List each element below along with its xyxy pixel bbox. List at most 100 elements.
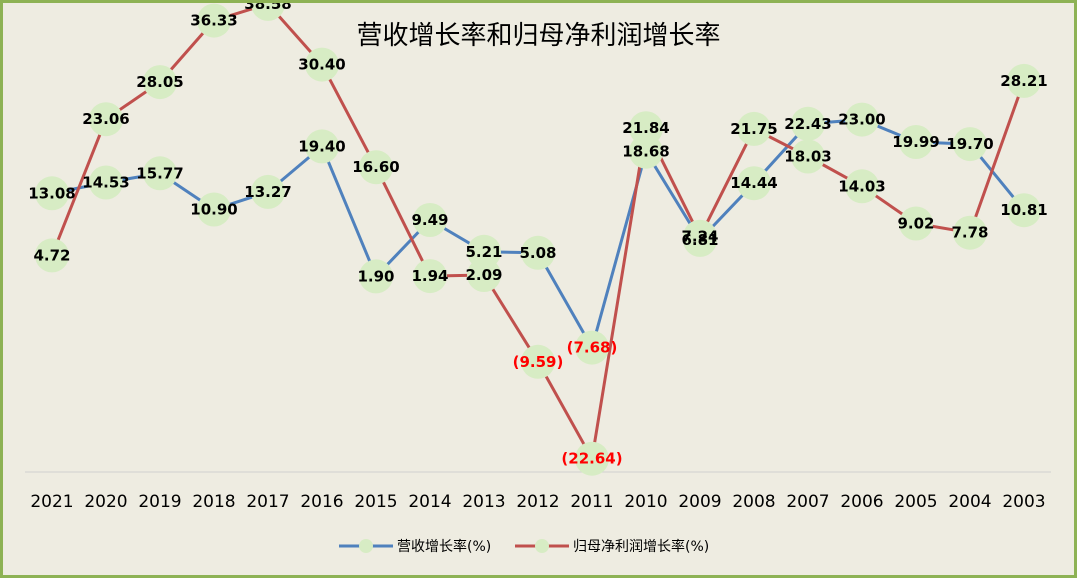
data-point-marker <box>899 206 933 241</box>
x-tick-label: 2016 <box>300 492 343 512</box>
data-label: 19.40 <box>298 137 345 155</box>
data-label: 2.09 <box>465 266 502 284</box>
data-point-marker <box>35 176 69 211</box>
data-label: 13.08 <box>28 184 75 202</box>
data-label: 28.21 <box>1000 72 1047 90</box>
data-point-marker <box>413 203 447 237</box>
x-tick-label: 2010 <box>624 492 667 512</box>
x-tick-label: 2021 <box>30 492 73 512</box>
series-line-0 <box>51 118 1026 350</box>
data-label: 5.08 <box>519 244 556 262</box>
data-point-marker <box>413 259 447 294</box>
legend: 营收增长率(%) 归母净利润增长率(%) <box>339 538 709 555</box>
x-tick-label: 2020 <box>84 492 127 512</box>
data-label: 21.75 <box>730 120 777 138</box>
x-tick-label: 2014 <box>408 492 451 512</box>
data-label: 21.84 <box>622 119 669 137</box>
x-tick-label: 2015 <box>354 492 397 512</box>
data-label: 22.43 <box>784 115 831 133</box>
data-label: 15.77 <box>136 164 183 182</box>
data-point-marker <box>845 169 879 204</box>
data-label: 19.99 <box>892 133 939 151</box>
x-tick-label: 2018 <box>192 492 235 512</box>
data-point-marker <box>683 219 717 254</box>
data-point-marker <box>1007 63 1041 98</box>
x-tick-label: 2013 <box>462 492 505 512</box>
data-label: 36.33 <box>190 12 237 30</box>
data-point-marker <box>89 102 123 137</box>
data-point-marker <box>35 238 69 273</box>
series-lines <box>50 3 1026 461</box>
data-label: (22.64) <box>561 450 622 468</box>
data-point-marker <box>305 129 339 164</box>
data-label: 13.27 <box>244 183 291 201</box>
data-point-marker <box>629 111 663 146</box>
data-label: 28.05 <box>136 73 183 91</box>
series-markers <box>35 3 1041 476</box>
data-point-marker <box>521 235 555 270</box>
data-label: 4.72 <box>33 246 70 264</box>
x-tick-label: 2007 <box>786 492 829 512</box>
data-point-marker <box>791 139 825 174</box>
data-point-marker <box>359 259 393 294</box>
data-label: (9.59) <box>513 353 564 371</box>
data-label: 18.68 <box>622 143 669 161</box>
data-point-marker <box>251 3 285 21</box>
x-tick-label: 2004 <box>948 492 991 512</box>
x-tick-label: 2006 <box>840 492 883 512</box>
data-point-marker <box>197 192 231 227</box>
data-point-marker <box>953 127 987 162</box>
x-tick-label: 2011 <box>570 492 613 512</box>
chart-title: 营收增长率和归母净利润增长率 <box>356 21 721 51</box>
line-chart: 13.08 14.53 15.77 10.90 13.27 19.40 1.90 9.49 5.… <box>25 3 1051 555</box>
data-label: 9.49 <box>411 211 448 229</box>
data-point-marker <box>737 111 771 146</box>
data-point-marker <box>143 156 177 191</box>
x-tick-label: 2003 <box>1002 492 1045 512</box>
legend-marker <box>535 539 549 553</box>
data-point-marker <box>143 65 177 100</box>
data-label: 38.58 <box>244 3 291 13</box>
data-label: 9.02 <box>897 215 934 233</box>
data-point-marker <box>521 344 555 379</box>
legend-label: 营收增长率(%) <box>397 538 491 555</box>
data-label: 10.90 <box>190 201 237 219</box>
data-label: 7.78 <box>951 224 988 242</box>
data-label: 14.44 <box>730 174 777 192</box>
data-point-marker <box>89 165 123 200</box>
x-tick-label: 2017 <box>246 492 289 512</box>
data-point-marker <box>251 174 285 209</box>
data-point-marker <box>737 166 771 201</box>
data-label: 5.21 <box>465 243 502 261</box>
data-label: 23.00 <box>838 111 885 129</box>
data-point-marker <box>575 441 609 476</box>
data-label: 1.90 <box>357 267 394 285</box>
data-label: 23.06 <box>82 110 129 128</box>
x-tick-label: 2009 <box>678 492 721 512</box>
data-point-marker <box>305 47 339 82</box>
x-tick-label: 2019 <box>138 492 181 512</box>
data-point-marker <box>1007 193 1041 228</box>
data-label: 10.81 <box>1000 201 1047 219</box>
data-label: 18.03 <box>784 148 831 166</box>
data-label: 6.81 <box>681 231 718 249</box>
data-point-marker <box>953 215 987 250</box>
data-label: 19.70 <box>946 135 993 153</box>
data-point-marker <box>845 102 879 137</box>
data-label: 14.03 <box>838 177 885 195</box>
data-point-marker <box>197 3 231 38</box>
legend-label: 归母净利润增长率(%) <box>573 538 709 555</box>
data-label: (7.68) <box>567 339 618 357</box>
data-point-marker <box>359 150 393 185</box>
data-point-marker <box>791 106 825 141</box>
data-point-marker <box>467 258 501 292</box>
x-tick-label: 2005 <box>894 492 937 512</box>
x-tick-labels: 2021 2020 2019 2018 2017 2016 2015 2014 2013 2012… <box>30 492 1045 512</box>
x-tick-label: 2008 <box>732 492 775 512</box>
data-point-marker <box>575 330 609 365</box>
data-labels: 13.08 14.53 15.77 10.90 13.27 19.40 1.90 9.49 5.… <box>28 3 1047 468</box>
legend-marker <box>359 539 373 553</box>
data-label: 7.24 <box>681 228 718 246</box>
data-point-marker <box>629 134 663 169</box>
